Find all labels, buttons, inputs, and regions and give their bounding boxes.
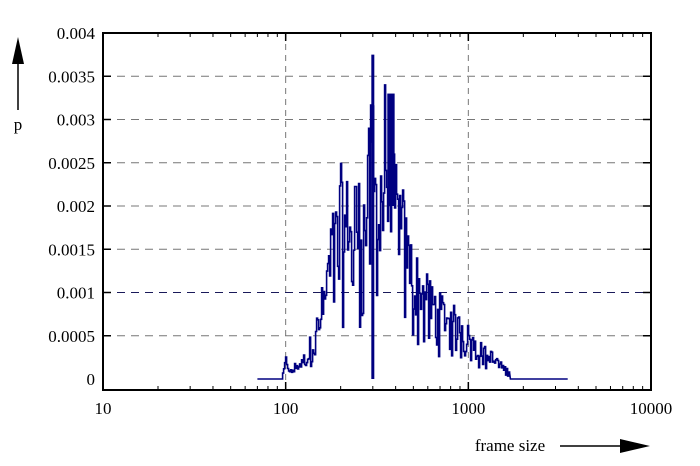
- y-axis-arrow-icon: [12, 37, 24, 110]
- y-axis-label: p: [14, 115, 23, 134]
- plateau-block: [387, 93, 395, 206]
- x-tick-label: 10: [95, 399, 112, 418]
- data-series: [257, 54, 568, 380]
- y-tick-label: 0.0015: [48, 240, 95, 259]
- y-tick-label: 0.0005: [48, 327, 95, 346]
- y-tick-label: 0: [87, 370, 96, 389]
- y-axis-ticks: 0 0.0005 0.001 0.0015 0.002 0.0025 0.003 0.0035…: [48, 24, 651, 389]
- y-tick-label: 0.001: [57, 284, 95, 303]
- distribution-line: [257, 84, 568, 380]
- y-tick-label: 0.0035: [48, 67, 95, 86]
- y-tick-label: 0.0025: [48, 154, 95, 173]
- x-tick-label: 100: [273, 399, 299, 418]
- x-tick-label: 1000: [451, 399, 485, 418]
- x-axis-label: frame size: [475, 436, 545, 455]
- x-tick-label: 10000: [630, 399, 673, 418]
- x-axis-arrow-icon: [560, 439, 650, 453]
- y-tick-label: 0.004: [57, 24, 96, 43]
- plot-frame: [102, 32, 652, 391]
- y-tick-label: 0.002: [57, 197, 95, 216]
- y-tick-label: 0.003: [57, 111, 95, 130]
- x-axis-ticks: 10 100 1000 10000: [95, 33, 673, 418]
